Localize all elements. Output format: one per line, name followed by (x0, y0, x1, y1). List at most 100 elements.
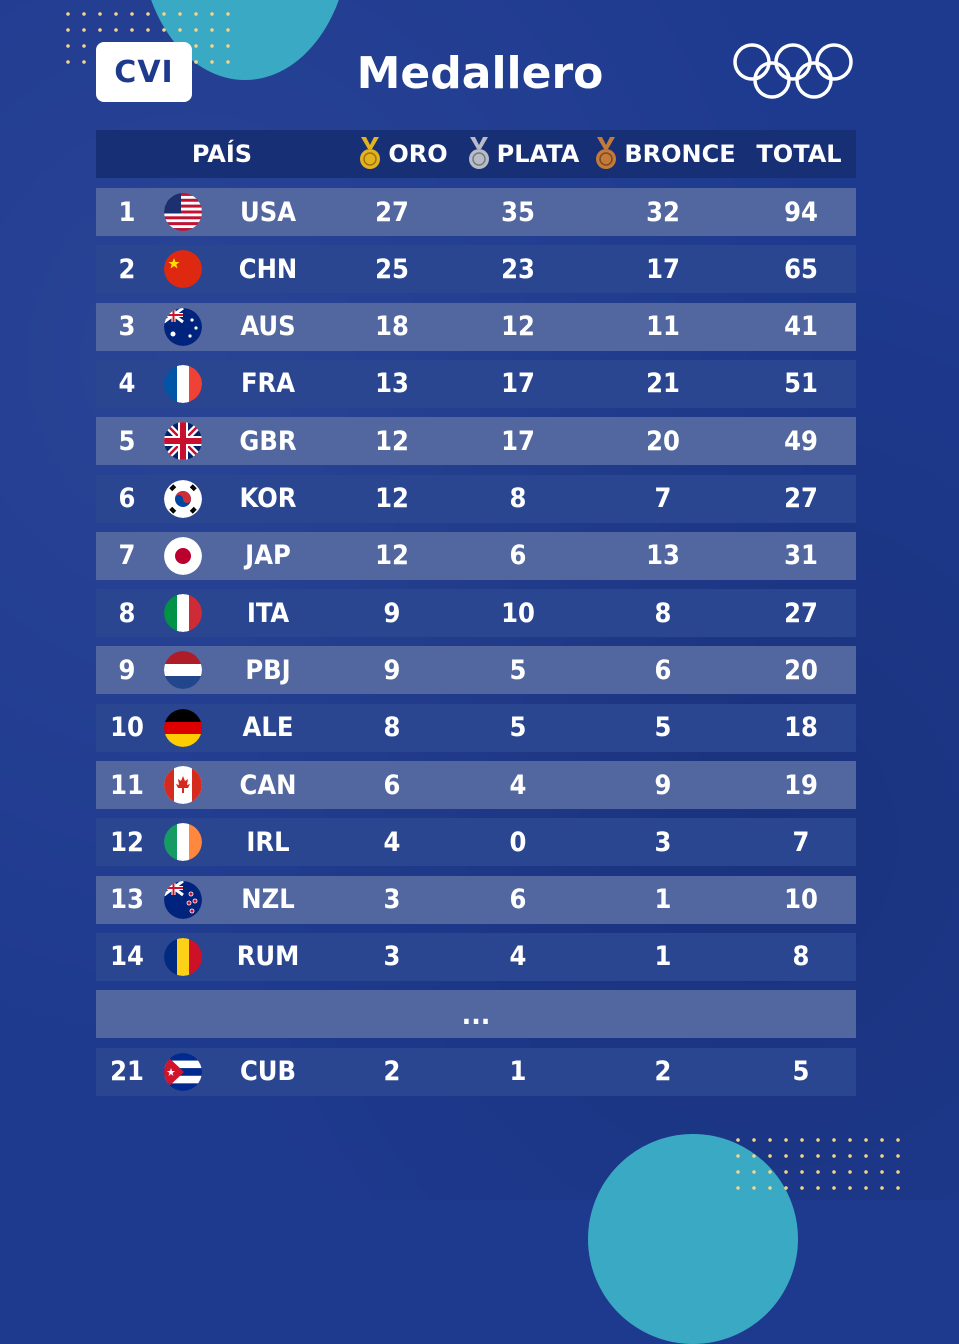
silver-count: 0 (509, 826, 527, 858)
bronze-count: 32 (646, 196, 680, 228)
medal-table: PAÍS ORO PLATA BRONCE (96, 130, 856, 1098)
header-bronze-label: BRONCE (624, 140, 736, 168)
rank: 5 (118, 425, 136, 457)
table-body: 1 USA 27 35 32 94 2 CHN 25 23 17 65 3 AUS 18 12 11 41 4 FRA… (96, 178, 856, 1098)
rank: 2 (118, 253, 136, 285)
header-country: PAÍS (96, 140, 348, 168)
country-flag-icon (158, 307, 208, 346)
olympic-rings-icon (733, 43, 853, 99)
silver-count: 4 (509, 769, 527, 801)
table-row: 21 CUB 2 1 2 5 (96, 1047, 856, 1096)
country-code: JAP (245, 540, 291, 572)
total-count: 49 (784, 425, 818, 457)
rank: 7 (118, 540, 136, 572)
header-silver-label: PLATA (496, 140, 580, 168)
country-flag-icon (158, 1052, 208, 1091)
logo-text: CVI (114, 54, 174, 90)
decorative-dots-bottom (730, 1132, 906, 1190)
total-count: 7 (792, 826, 810, 858)
rank: 21 (110, 1056, 144, 1087)
total-count: 10 (784, 884, 818, 916)
total-count: 27 (784, 597, 818, 629)
silver-count: 17 (501, 425, 535, 457)
bronze-count: 17 (646, 253, 680, 285)
table-row: 6 KOR 12 8 7 27 (96, 474, 856, 523)
country-code: CUB (239, 1056, 297, 1087)
bronze-count: 21 (646, 368, 680, 400)
country-flag-icon (158, 651, 208, 690)
country-code: NZL (241, 884, 295, 916)
bronze-count: 7 (654, 483, 672, 514)
header-bronze: BRONCE (588, 137, 742, 171)
table-row: 3 AUS 18 12 11 41 (96, 302, 856, 351)
gold-count: 18 (375, 311, 409, 343)
gold-medal-icon (360, 137, 381, 169)
rank: 3 (118, 311, 136, 343)
silver-count: 5 (509, 654, 527, 686)
country-flag-icon (158, 422, 208, 461)
header-country-label: PAÍS (191, 140, 253, 168)
country-code: CAN (239, 769, 297, 801)
bronze-count: 9 (654, 769, 672, 801)
country-flag-icon (158, 479, 208, 518)
silver-count: 5 (509, 712, 527, 744)
bronze-medal-icon (596, 137, 617, 169)
gold-count: 4 (383, 826, 401, 858)
rank: 14 (110, 941, 144, 973)
total-count: 94 (784, 196, 818, 228)
country-code: GBR (239, 425, 297, 457)
table-row: 13 NZL 3 6 1 10 (96, 875, 856, 924)
bronze-count: 1 (654, 884, 672, 916)
total-count: 31 (784, 540, 818, 572)
total-count: 5 (792, 1056, 810, 1087)
rank: 10 (110, 712, 144, 744)
country-code: IRL (246, 826, 290, 858)
header-silver: PLATA (458, 137, 588, 171)
header-total-label: TOTAL (756, 140, 842, 168)
gold-count: 9 (383, 597, 401, 629)
country-flag-icon (158, 250, 208, 289)
bronze-count: 8 (654, 597, 672, 629)
gold-count: 13 (375, 368, 409, 400)
silver-count: 6 (509, 540, 527, 572)
country-flag-icon (158, 937, 208, 976)
country-flag-icon (158, 823, 208, 862)
rank: 4 (118, 368, 136, 400)
rank: 11 (110, 769, 144, 801)
country-flag-icon (158, 536, 208, 575)
country-flag-icon (158, 594, 208, 633)
table-row: 11 CAN 6 4 9 19 (96, 761, 856, 809)
total-count: 18 (784, 712, 818, 744)
table-row: 2 CHN 25 23 17 65 (96, 245, 856, 294)
table-row: 12 IRL 4 0 3 7 (96, 818, 856, 867)
bronze-count: 11 (646, 311, 680, 343)
table-row: 7 JAP 12 6 13 31 (96, 531, 856, 580)
gold-count: 12 (375, 425, 409, 457)
country-code: AUS (240, 311, 296, 343)
country-flag-icon (158, 766, 208, 804)
silver-count: 12 (501, 311, 535, 343)
country-code: PBJ (245, 654, 291, 686)
header-gold: ORO (348, 137, 458, 171)
silver-count: 4 (509, 941, 527, 973)
silver-count: 6 (509, 884, 527, 916)
rank: 1 (118, 196, 136, 228)
silver-count: 10 (501, 597, 535, 629)
rank: 12 (110, 826, 144, 858)
gold-count: 27 (375, 196, 409, 228)
gold-count: 3 (383, 941, 401, 973)
total-count: 8 (792, 941, 810, 973)
gold-count: 8 (383, 712, 401, 744)
country-code: ALE (242, 712, 294, 744)
table-row: 10 ALE 8 5 5 18 (96, 703, 856, 752)
bronze-count: 3 (654, 826, 672, 858)
bronze-count: 20 (646, 425, 680, 457)
header-total: TOTAL (742, 140, 856, 168)
gold-count: 12 (375, 540, 409, 572)
total-count: 19 (784, 769, 818, 801)
cvi-logo: CVI (96, 42, 192, 102)
silver-count: 23 (501, 253, 535, 285)
bronze-count: 13 (646, 540, 680, 572)
silver-medal-icon (468, 137, 489, 169)
ellipsis-text: ... (461, 997, 491, 1031)
